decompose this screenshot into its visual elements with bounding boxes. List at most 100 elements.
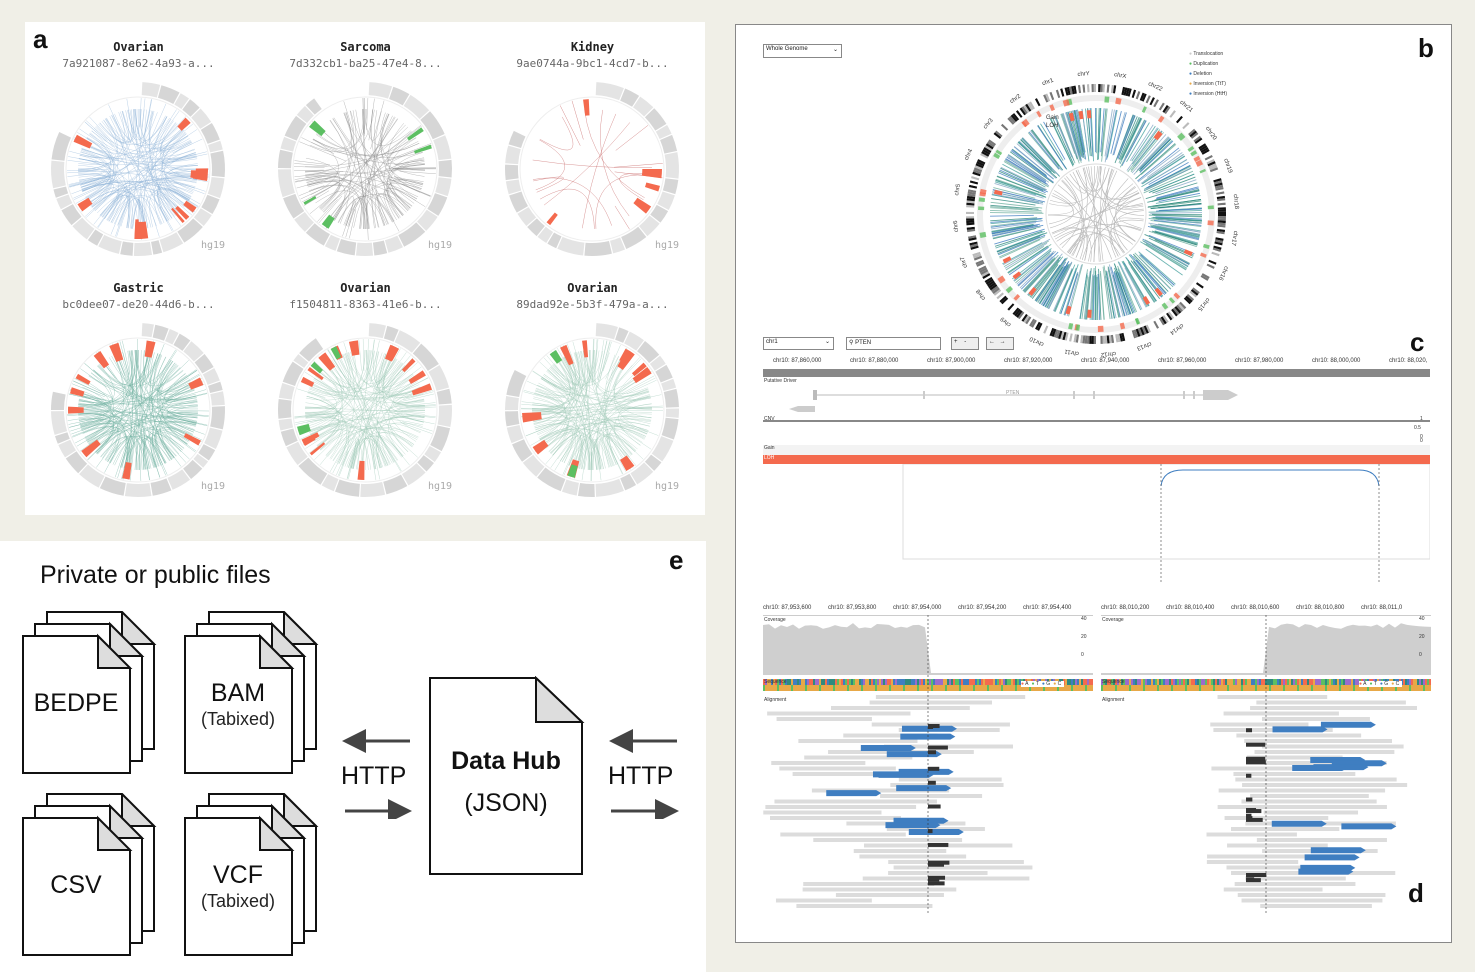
circos-plot xyxy=(505,82,679,256)
track-label-driver: Putative Driver xyxy=(764,378,797,384)
base-label: A xyxy=(1025,681,1029,687)
pan-left-button[interactable]: ← xyxy=(989,339,995,345)
legend-label: Inversion (HtH) xyxy=(1193,91,1228,97)
zoom-in-button[interactable]: + xyxy=(954,339,958,345)
panel-label-b: b xyxy=(1418,33,1434,63)
pan-right-button[interactable]: → xyxy=(999,339,1006,345)
coverage-axis-tick: 20 xyxy=(1419,634,1425,640)
chromosome-label: chr21 xyxy=(1178,100,1194,115)
file-stack-csv: CSV xyxy=(22,791,157,966)
base-label: T xyxy=(1035,681,1039,687)
sample-cancer-type: Ovarian xyxy=(340,281,391,295)
loh-ring-label: LOH xyxy=(1046,123,1058,129)
file-stack-icon xyxy=(184,791,319,956)
legend-dot-icon: ● xyxy=(1189,61,1194,67)
legend-label: Inversion (TtT) xyxy=(1193,81,1226,87)
cnv-axis-tick: 1 xyxy=(1420,416,1423,422)
http-arrows-right xyxy=(609,729,679,819)
alignment-canvas xyxy=(763,615,1093,915)
gene-search-value: PTEN xyxy=(855,340,872,346)
panel-label-a: a xyxy=(33,24,48,54)
track-label-cnv: CNV xyxy=(764,416,775,422)
legend-item: ● Translocation xyxy=(1189,51,1223,57)
circos-cell[interactable]: Ovarian f1504811-8363-41e6-b... hg19 xyxy=(252,263,479,503)
circos-cell[interactable]: Kidney 9ae0744a-9bc1-4cd7-b... hg19 xyxy=(479,22,706,262)
file-stack-icon xyxy=(22,791,157,956)
chromosome-label: chr15 xyxy=(1196,296,1211,312)
genomic-axis-bar[interactable] xyxy=(763,369,1430,377)
file-type-label: VCF xyxy=(213,861,263,889)
axis-tick-label: chr10: 87,920,000 xyxy=(1004,358,1053,364)
gene-annotation-track[interactable] xyxy=(763,384,1430,414)
genome-view-select-value: Whole Genome xyxy=(766,46,808,52)
chromosome-label: chr14 xyxy=(1168,322,1184,336)
data-hub-subtitle: (JSON) xyxy=(464,789,548,817)
whole-genome-circos[interactable]: chr1 chrY chrX chr22 chr21 chr20 chr19 chr18 chr… xyxy=(936,49,1256,359)
axis-tick-label: chr10: 88,020, xyxy=(1389,358,1428,364)
circos-cell[interactable]: Sarcoma 7d332cb1-ba25-47e4-8... hg19 xyxy=(252,22,479,262)
legend-label: Duplication xyxy=(1193,61,1219,67)
sample-id: bc0dee07-de20-44d6-b... xyxy=(62,298,215,311)
circos-cell[interactable]: Ovarian 89dad92e-5b3f-479a-a... hg19 xyxy=(479,263,706,503)
chromosome-label: chr17 xyxy=(1230,230,1239,246)
circos-plot xyxy=(51,323,226,497)
axis-tick-label: chr10: 88,010,600 xyxy=(1231,605,1280,611)
file-type-label: BEDPE xyxy=(33,689,119,717)
chromosome-label: chr1 xyxy=(1041,77,1055,87)
chevron-down-icon: ⌄ xyxy=(832,47,838,53)
sample-id: 89dad92e-5b3f-479a-a... xyxy=(516,298,669,311)
chromosome-label: chr12 xyxy=(1100,350,1116,357)
cnv-line xyxy=(763,420,1430,422)
data-hub-title: Data Hub xyxy=(451,747,561,775)
axis-tick-label: chr10: 87,953,600 xyxy=(763,605,812,611)
sample-cancer-type: Ovarian xyxy=(567,281,618,295)
file-stack-bam: BAM (Tabixed) xyxy=(184,609,319,784)
sv-arc-track[interactable] xyxy=(763,464,1430,584)
circos-cell[interactable]: Ovarian 7a921087-8e62-4a93-a... hg19 xyxy=(25,22,252,262)
base-dot-icon: ● xyxy=(1053,681,1058,687)
axis-tick-label: chr10: 87,940,000 xyxy=(1081,358,1130,364)
sample-cancer-type: Kidney xyxy=(570,40,615,54)
axis-tick-label: chr10: 87,980,000 xyxy=(1235,358,1284,364)
base-legend: ● A ● T ● G ● C xyxy=(1359,681,1403,687)
http-label-left: HTTP xyxy=(341,762,407,790)
pan-controls: ← → xyxy=(986,337,1014,350)
coverage-axis-tick: 40 xyxy=(1419,616,1425,622)
file-format-note: (Tabixed) xyxy=(200,891,276,911)
sample-id: f1504811-8363-41e6-b... xyxy=(289,298,442,311)
sample-id: 7a921087-8e62-4a93-a... xyxy=(62,57,215,70)
axis-tick-label: chr10: 87,954,000 xyxy=(893,605,942,611)
alignment-canvas xyxy=(1101,615,1431,915)
zoom-controls: + - xyxy=(951,337,979,350)
zoom-out-button[interactable]: - xyxy=(964,339,967,345)
gene-search-input[interactable]: ⚲ PTEN xyxy=(846,337,941,350)
private-public-files-title: Private or public files xyxy=(40,561,271,589)
assembly-label: hg19 xyxy=(201,240,226,251)
legend-dot-icon: ● xyxy=(1189,91,1194,97)
legend-dot-icon: ● xyxy=(1189,71,1194,77)
base-label: T xyxy=(1373,681,1377,687)
alignment-track-label: Alignment xyxy=(1102,697,1125,703)
axis-tick-label: chr10: 87,960,000 xyxy=(1158,358,1207,364)
base-dot-icon: ● xyxy=(1369,681,1374,687)
track-label-gain: Gain xyxy=(764,445,775,451)
chromosome-label: chr4 xyxy=(964,148,975,162)
gain-axis-tick: 0 xyxy=(1420,438,1423,444)
axis-tick-label: chr10: 87,954,400 xyxy=(1023,605,1072,611)
chromosome-label: chr7 xyxy=(959,255,969,269)
chromosome-label: chr19 xyxy=(1222,158,1233,175)
base-label: G xyxy=(1046,681,1051,687)
base-dot-icon: ● xyxy=(1379,681,1385,687)
loh-track-bar[interactable] xyxy=(763,455,1430,464)
chromosome-label: chr3 xyxy=(983,117,996,130)
assembly-label: hg19 xyxy=(655,481,680,492)
chromosome-select[interactable]: chr1 ⌄ xyxy=(763,337,834,350)
chromosome-label: chr9 xyxy=(999,315,1012,328)
chromosome-label: chr10 xyxy=(1028,335,1045,347)
genome-view-select[interactable]: Whole Genome ⌄ xyxy=(763,44,842,58)
file-stack-bedpe: BEDPE xyxy=(22,609,157,784)
chromosome-label: chr16 xyxy=(1217,265,1229,282)
chromosome-label: chr11 xyxy=(1063,348,1079,357)
chromosome-label: chr18 xyxy=(1232,194,1239,210)
circos-cell[interactable]: Gastric bc0dee07-de20-44d6-b... hg19 xyxy=(25,263,252,503)
